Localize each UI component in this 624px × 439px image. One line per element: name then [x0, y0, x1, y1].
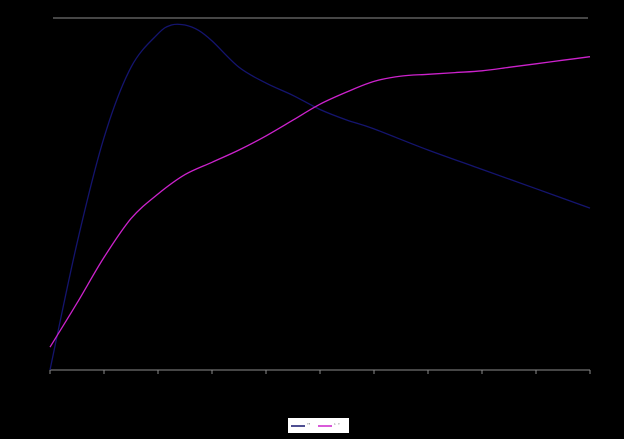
legend-label-series-2: ‘ ’: [334, 422, 340, 431]
x-axis-ticks: [49, 370, 591, 374]
legend-label-series-1: ’’: [307, 422, 311, 431]
series-line-2: [49, 56, 591, 348]
series-group: [49, 23, 591, 371]
series-line-1: [49, 23, 591, 371]
legend: ’’ ‘ ’: [288, 418, 349, 433]
